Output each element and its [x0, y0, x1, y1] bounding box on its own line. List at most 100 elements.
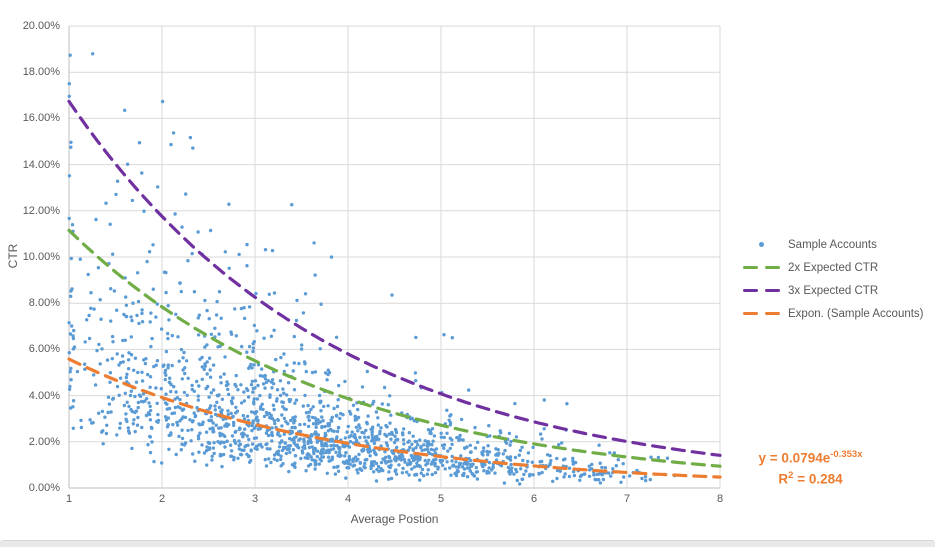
scatter-point — [155, 359, 160, 363]
scatter-point — [380, 402, 384, 406]
scatter-point — [149, 311, 153, 315]
scatter-point — [521, 458, 525, 463]
scatter-point — [567, 474, 572, 479]
scatter-point — [222, 372, 226, 376]
scatter-point — [226, 387, 230, 392]
legend-item-expon-sample-accounts[interactable]: Expon. (Sample Accounts) — [742, 302, 924, 325]
scatter-point — [210, 454, 214, 458]
scatter-point — [135, 313, 139, 318]
scatter-point — [295, 443, 299, 447]
scatter-point — [418, 478, 422, 482]
scatter-point — [171, 422, 175, 427]
legend-item-3x-expected-ctr[interactable]: 3x Expected CTR — [742, 279, 924, 302]
scatter-point — [400, 431, 405, 435]
scatter-point — [79, 425, 84, 430]
plot-area[interactable] — [0, 0, 935, 530]
scatter-point — [322, 404, 326, 409]
scatter-point — [270, 386, 274, 390]
scatter-point — [643, 475, 648, 479]
scatter-point — [166, 304, 170, 308]
scatter-point — [292, 439, 296, 444]
y-tick-label: 4.00% — [28, 389, 60, 402]
scatter-point — [551, 479, 555, 483]
scatter-point — [377, 437, 381, 441]
scatter-point — [283, 441, 287, 445]
scatter-point — [176, 405, 180, 409]
scatter-point — [304, 369, 308, 374]
scatter-point — [178, 419, 182, 423]
scatter-point — [245, 434, 249, 438]
scatter-point — [371, 463, 375, 468]
legend-item-2x-expected-ctr[interactable]: 2x Expected CTR — [742, 256, 924, 279]
scatter-point — [433, 451, 438, 455]
scatter-point — [193, 459, 197, 463]
scatter-point — [148, 404, 152, 409]
scatter-point — [256, 383, 260, 388]
legend-item-sample-accounts[interactable]: Sample Accounts — [742, 233, 924, 256]
scatter-point — [229, 449, 234, 453]
scatter-point — [412, 465, 417, 469]
scatter-point — [413, 371, 418, 375]
scatter-point — [213, 326, 217, 330]
scatter-point — [227, 392, 231, 397]
scatter-point — [180, 377, 184, 381]
scatter-point — [285, 393, 289, 397]
scatter-point — [262, 336, 266, 340]
scatter-point — [136, 415, 140, 420]
scatter-point — [582, 472, 586, 476]
scatter-point — [393, 434, 397, 438]
scatter-point — [420, 448, 424, 453]
scatter-point — [67, 351, 72, 355]
scatter-point — [323, 424, 327, 429]
scatter-point — [369, 466, 373, 471]
scatter-point — [206, 384, 210, 389]
scatter-point — [254, 417, 258, 421]
scatter-point — [528, 472, 532, 477]
scatter-point — [394, 438, 398, 442]
scatter-point — [457, 465, 461, 469]
scatter-point — [434, 457, 438, 462]
scatter-point — [336, 426, 341, 430]
scatter-point — [288, 450, 292, 455]
scatter-point — [353, 436, 358, 440]
scatter-point — [423, 448, 427, 452]
scatter-point — [133, 394, 137, 399]
scatter-point — [350, 430, 354, 434]
scatter-point — [410, 467, 414, 471]
scatter-point — [237, 447, 241, 451]
scatter-point — [256, 363, 261, 367]
scatter-point — [105, 423, 109, 427]
scatter-point — [365, 441, 370, 446]
scatter-point — [140, 320, 145, 324]
scatter-point — [169, 431, 173, 435]
scatter-point — [111, 340, 115, 344]
scatter-point — [356, 471, 360, 475]
scatter-point — [440, 458, 445, 463]
scatter-point — [343, 436, 347, 440]
scatter-point — [253, 446, 257, 450]
scatter-point — [328, 438, 332, 442]
scatter-point — [418, 456, 422, 460]
scatter-point — [565, 402, 569, 406]
scatter-point — [83, 340, 87, 344]
scatter-point — [303, 393, 307, 398]
scatter-point — [335, 435, 339, 439]
scatter-point — [252, 402, 256, 406]
scatter-point — [351, 464, 355, 468]
scatter-point — [140, 171, 144, 175]
scatter-point — [269, 413, 273, 417]
scatter-point — [368, 454, 372, 458]
scatter-point — [123, 108, 127, 113]
scatter-point — [310, 370, 315, 375]
scatter-point — [275, 458, 279, 463]
scatter-point — [448, 466, 452, 470]
scatter-point — [67, 216, 71, 221]
scatter-point — [281, 387, 285, 391]
scatter-point — [330, 415, 334, 419]
scatter-point — [425, 444, 430, 448]
scatter-point — [242, 417, 247, 421]
r-squared-line: R2 = 0.284 — [778, 469, 843, 487]
scatter-point — [635, 468, 639, 473]
scatter-point — [133, 356, 138, 360]
scatter-point — [247, 305, 252, 309]
